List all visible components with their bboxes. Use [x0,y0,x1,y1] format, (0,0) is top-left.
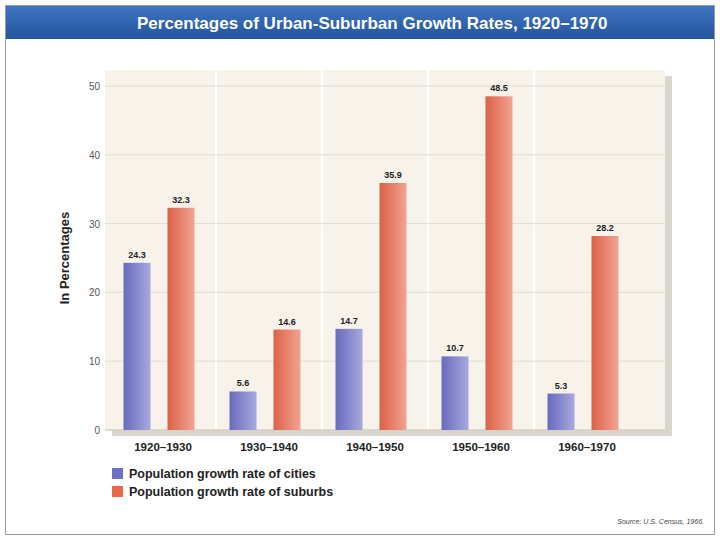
data-label: 48.5 [490,83,508,93]
bars [124,96,619,430]
data-label: 14.6 [278,317,296,327]
legend-swatch [112,468,123,479]
x-tick-label: 1920–1930 [134,441,192,453]
chart: Percentages of Urban-Suburban Growth Rat… [0,0,720,540]
data-label: 32.3 [172,195,190,205]
source-note: Source: U.S. Census, 1966. [617,518,704,525]
grid-line [105,154,665,155]
data-labels: 24.3 32.3 5.6 14.6 14.7 35.9 10.7 48.5 5.3 28.2 [128,83,614,390]
data-label: 35.9 [384,170,402,180]
bar [592,236,619,430]
bar [168,208,195,430]
bar [336,329,363,430]
data-label: 5.6 [237,378,250,388]
data-label: 10.7 [446,343,464,353]
bar [442,356,469,430]
x-tick-label: 1950–1960 [452,441,510,453]
y-tick-label: 10 [89,356,101,367]
data-label: 24.3 [128,250,146,260]
grid-line [105,86,665,87]
band-separator [427,70,429,430]
legend-label: Population growth rate of cities [129,467,316,481]
bar [230,391,257,430]
bar [486,96,513,430]
y-tick-label: 40 [89,150,101,161]
outer-frame [6,6,715,535]
band-separator [533,70,535,430]
bar [274,330,301,430]
y-tick-label: 20 [89,287,101,298]
data-label: 28.2 [596,223,614,233]
x-tick-label: 1960–1970 [558,441,616,453]
plot-panel [105,70,665,430]
bar [548,394,575,430]
legend-label: Population growth rate of suburbs [129,485,333,499]
data-label: 14.7 [340,316,358,326]
band-separator [321,70,323,430]
legend-swatch [112,486,123,497]
data-label: 5.3 [555,381,568,391]
y-tick-label: 0 [94,425,100,436]
y-tick-label: 30 [89,219,101,230]
bar [380,183,407,430]
y-tick-label: 50 [89,81,101,92]
x-tick-label: 1940–1950 [346,441,404,453]
bar [124,263,151,430]
band-separator [215,70,217,430]
title-bar [6,6,714,39]
y-axis-label: In Percentages [57,212,72,305]
title: Percentages of Urban-Suburban Growth Rat… [137,14,608,33]
x-tick-label: 1930–1940 [240,441,298,453]
